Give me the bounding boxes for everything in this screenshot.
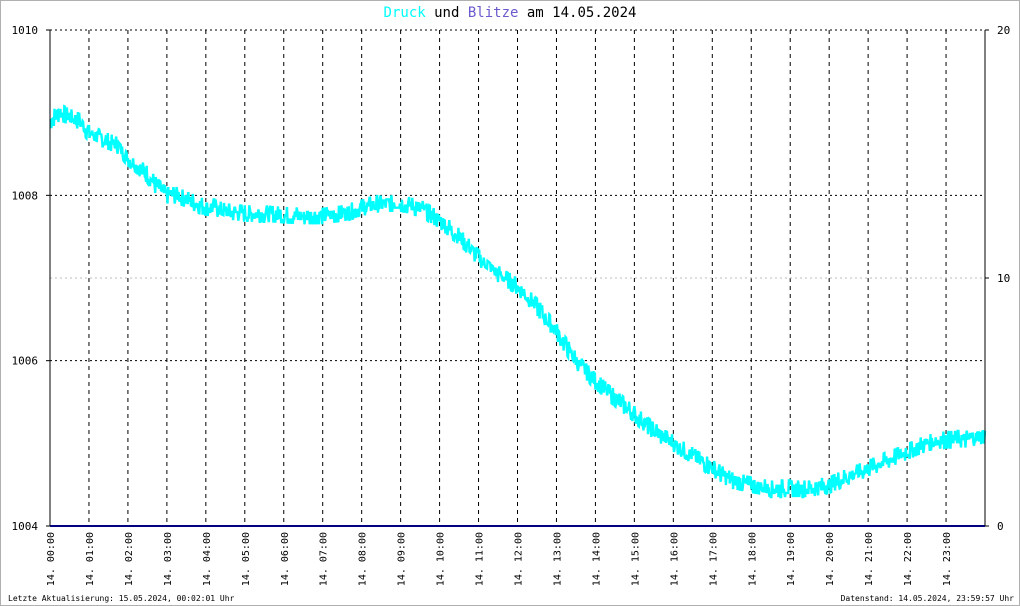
title-date: 14.05.2024	[552, 5, 637, 21]
x-tick-label: 14. 05:00	[241, 532, 252, 586]
druck-line	[49, 104, 987, 499]
x-tick-label: 14. 14:00	[591, 532, 602, 586]
chart-title: Druck und Blitze am 14.05.2024	[0, 5, 1020, 21]
title-prefix: am	[526, 5, 544, 21]
x-tick-label: 14. 01:00	[85, 532, 96, 586]
x-tick-label: 14. 11:00	[475, 532, 486, 586]
x-tick-label: 14. 04:00	[202, 532, 213, 586]
x-tick-label: 14. 23:00	[942, 532, 953, 586]
last-update-text: Letzte Aktualisierung: 15.05.2024, 00:02…	[8, 594, 235, 603]
y-axis-left: 1004 1006 1008 1010	[12, 24, 50, 533]
y2-tick-label: 0	[997, 520, 1004, 533]
x-tick-label: 14. 08:00	[358, 532, 369, 586]
x-tick-label: 14. 10:00	[436, 532, 447, 586]
x-tick-label: 14. 19:00	[786, 532, 797, 586]
x-tick-label: 14. 02:00	[124, 532, 135, 586]
x-tick-label: 14. 21:00	[864, 532, 875, 586]
x-tick-label: 14. 12:00	[514, 532, 525, 586]
x-tick-label: 14. 13:00	[552, 532, 563, 586]
x-tick-label: 14. 17:00	[708, 532, 719, 586]
x-axis: 14. 00:00 14. 01:00 14. 02:00 14. 03:00 14. …	[46, 532, 953, 586]
title-joiner: und	[434, 5, 460, 21]
x-tick-label: 14. 09:00	[397, 532, 408, 586]
y-tick-label: 1008	[12, 189, 39, 202]
y-tick-label: 1010	[12, 24, 39, 37]
grid	[50, 29, 985, 526]
x-tick-label: 14. 15:00	[630, 532, 641, 586]
y2-tick-label: 10	[997, 272, 1010, 285]
x-tick-label: 14. 00:00	[46, 532, 57, 586]
x-tick-label: 14. 06:00	[280, 532, 291, 586]
title-series-druck: Druck	[383, 5, 426, 21]
data-status-text: Datenstand: 14.05.2024, 23:59:57 Uhr	[840, 594, 1014, 603]
title-series-blitze: Blitze	[467, 5, 519, 21]
x-tick-label: 14. 07:00	[319, 532, 330, 586]
druck-series	[49, 104, 987, 499]
x-tick-label: 14. 18:00	[747, 532, 758, 586]
y-tick-label: 1004	[12, 520, 39, 533]
x-tick-label: 14. 22:00	[903, 532, 914, 586]
y2-tick-label: 20	[997, 24, 1010, 37]
x-tick-label: 14. 03:00	[163, 532, 174, 586]
x-tick-label: 14. 20:00	[825, 532, 836, 586]
x-tick-label: 14. 16:00	[669, 532, 680, 586]
y-axis-right: 0 10 20	[985, 24, 1010, 533]
y-tick-label: 1006	[12, 355, 39, 368]
